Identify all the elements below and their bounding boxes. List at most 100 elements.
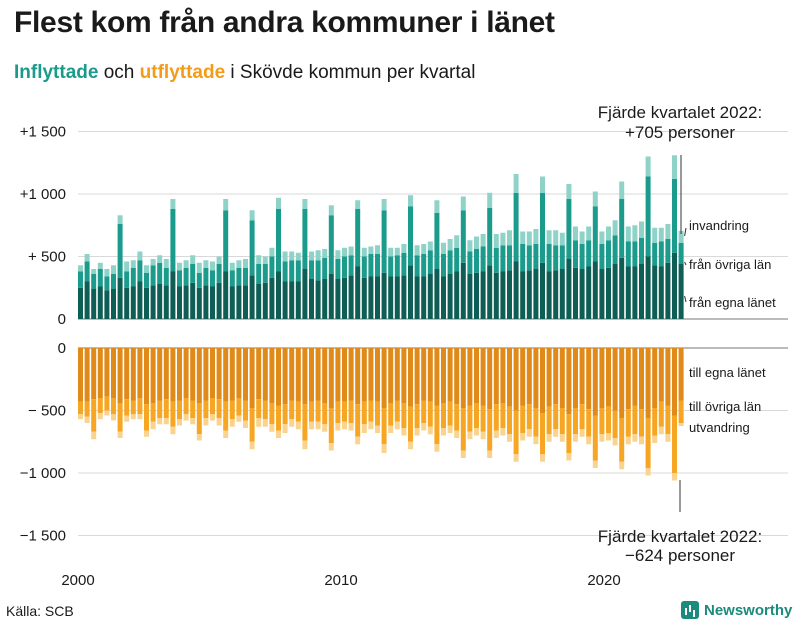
bar-in-other-county [157, 262, 163, 284]
bar-in-own-county [566, 259, 572, 319]
bar-in-other-county [401, 252, 407, 276]
bar-in-other-county [177, 270, 182, 287]
bottom-y-tick-label: 0 [58, 340, 66, 357]
bar-out-other-county [157, 400, 163, 418]
bar-in-immigration [216, 256, 222, 264]
bar-in-own-county [460, 262, 466, 319]
bar-out-emigration [111, 414, 116, 421]
bar-out-other-county [639, 409, 644, 437]
bar-in-own-county [467, 274, 473, 319]
bar-out-other-county [342, 401, 347, 422]
bar-in-own-county [183, 285, 189, 319]
bar-in-immigration [639, 221, 644, 238]
bar-in-own-county [295, 281, 301, 319]
bar-out-other-county [137, 398, 143, 415]
bar-out-other-county [282, 404, 288, 425]
bar-in-other-county [170, 209, 176, 272]
bar-in-own-county [427, 274, 433, 319]
bar-in-immigration [355, 200, 361, 209]
bar-in-own-county [368, 276, 374, 319]
chart-subtitle: Inflyttade och utflyttade i Skövde kommu… [14, 62, 475, 84]
bar-out-emigration [632, 434, 638, 442]
bar-out-emigration [381, 444, 387, 453]
bar-out-other-county [566, 414, 572, 453]
bar-out-other-county [672, 415, 677, 473]
bar-out-emigration [295, 421, 301, 430]
bar-in-immigration [84, 254, 90, 262]
bar-in-immigration [289, 251, 295, 261]
bar-in-own-county [190, 282, 196, 319]
bar-in-immigration [658, 227, 664, 242]
bar-out-emigration [375, 425, 380, 433]
bar-in-other-county [474, 249, 479, 273]
bar-in-immigration [348, 246, 354, 256]
bar-out-other-county [401, 403, 407, 428]
bar-out-own-county [368, 348, 374, 401]
bar-out-own-county [137, 348, 143, 398]
bar-in-other-county [144, 272, 149, 288]
bar-in-own-county [177, 286, 182, 319]
bar-in-own-county [474, 272, 479, 319]
bar-in-other-county [302, 209, 308, 269]
bar-in-immigration [546, 230, 552, 244]
bar-out-other-county [117, 403, 123, 432]
series-label-top: från övriga län [689, 257, 771, 272]
annotation-bottom-line1: Fjärde kvartalet 2022: [598, 527, 762, 546]
bar-out-emigration [394, 421, 400, 430]
bar-in-immigration [117, 215, 123, 224]
bar-in-immigration [619, 181, 625, 199]
bar-out-own-county [474, 348, 479, 403]
bar-out-own-county [401, 348, 407, 403]
bar-in-other-county [328, 215, 334, 274]
bar-out-other-county [500, 403, 506, 428]
bar-in-immigration [533, 229, 539, 244]
bar-out-emigration [566, 453, 572, 461]
bar-out-other-county [210, 398, 215, 415]
bar-in-immigration [388, 247, 394, 257]
series-label-top: från egna länet [689, 295, 776, 310]
bar-out-own-county [117, 348, 123, 403]
bar-out-emigration [84, 416, 90, 423]
bar-out-other-county [355, 404, 361, 437]
bar-in-own-county [612, 264, 618, 319]
annotation-bottom-line2: −624 personer [625, 546, 735, 565]
bar-out-other-county [454, 404, 460, 431]
bar-out-other-county [678, 400, 684, 423]
bar-out-emigration [124, 415, 130, 422]
bar-out-other-county [183, 398, 189, 415]
bar-out-emigration [150, 421, 156, 430]
bar-in-immigration [295, 252, 301, 261]
bar-out-emigration [487, 450, 493, 458]
bar-in-immigration [408, 195, 413, 207]
bar-out-own-county [78, 348, 83, 402]
bar-in-own-county [388, 276, 394, 319]
bar-out-other-county [124, 399, 130, 416]
bar-in-immigration [309, 251, 314, 261]
bar-in-own-county [203, 285, 209, 319]
series-label-bottom: utvandring [689, 420, 750, 435]
bar-out-emigration [493, 430, 499, 438]
bar-in-immigration [78, 265, 83, 272]
bar-out-own-county [282, 348, 288, 405]
bar-out-emigration [672, 473, 677, 481]
bar-out-own-county [606, 348, 611, 407]
bar-out-other-county [328, 408, 334, 443]
bar-out-emigration [256, 418, 262, 427]
bar-out-other-county [513, 410, 519, 455]
bar-out-emigration [414, 428, 420, 436]
bar-in-immigration [493, 234, 499, 248]
bar-out-own-county [196, 348, 202, 403]
bar-out-own-county [566, 348, 572, 415]
bar-out-other-county [302, 404, 308, 441]
bar-out-emigration [328, 443, 334, 451]
bar-out-own-county [599, 348, 605, 408]
bar-in-immigration [223, 199, 229, 211]
bar-in-other-county [427, 250, 433, 274]
bar-out-other-county [216, 399, 222, 418]
bar-in-immigration [91, 269, 97, 274]
bar-in-other-county [262, 264, 268, 283]
bar-in-immigration [315, 250, 321, 261]
bar-in-other-county [97, 269, 103, 287]
bar-in-other-county [388, 256, 394, 277]
bar-out-own-county [586, 348, 592, 410]
